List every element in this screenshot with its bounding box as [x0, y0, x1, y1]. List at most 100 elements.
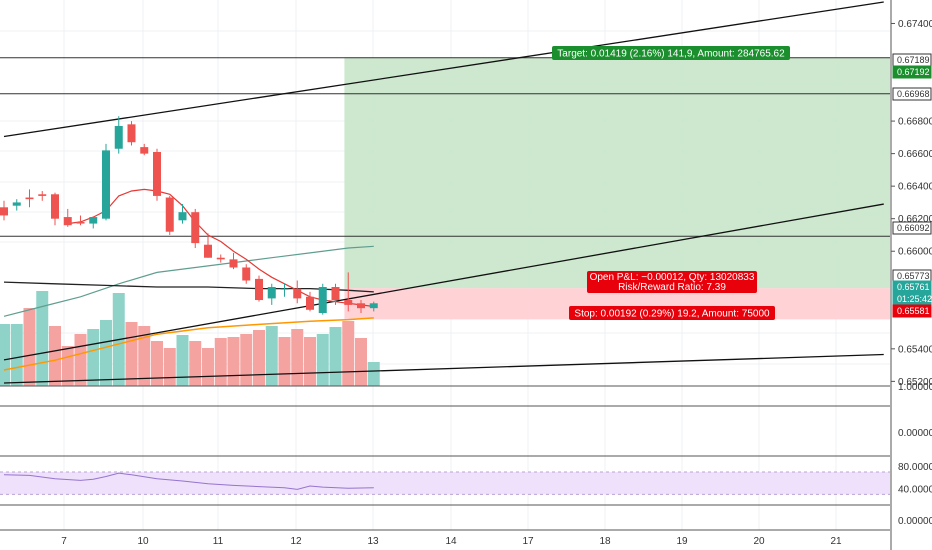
time-axis[interactable]: 7 10 11 12 13 14 17 18 19 20 21	[61, 536, 842, 547]
price-tick-label: 0.67400	[898, 19, 932, 30]
price-tick-label: 0.66400	[898, 182, 932, 193]
candle[interactable]	[127, 121, 136, 146]
price-tag-text: 01:25:42	[897, 294, 932, 304]
candle[interactable]	[114, 116, 123, 154]
candle[interactable]	[357, 300, 365, 314]
time-tick-label: 10	[137, 536, 149, 547]
time-tick-label: 19	[676, 536, 688, 547]
volume-bar	[151, 341, 163, 386]
candle[interactable]	[204, 233, 212, 258]
price-tag-box	[892, 65, 932, 79]
candle[interactable]	[369, 301, 378, 312]
candle[interactable]	[0, 200, 8, 221]
price-tag-box	[892, 87, 932, 101]
candle-body	[229, 259, 238, 268]
rsi-tick-label: 40.0000	[898, 484, 932, 495]
price-tag: 0.66092	[892, 221, 932, 235]
candle[interactable]	[38, 191, 47, 201]
volume-bar	[125, 322, 138, 386]
price-tag-box	[892, 221, 932, 235]
volume-bar	[342, 321, 355, 386]
candle[interactable]	[191, 208, 200, 248]
price-tag-box	[892, 304, 932, 318]
candle[interactable]	[344, 272, 353, 312]
candle[interactable]	[25, 189, 34, 208]
open-pnl-text: Open P&L: −0.00012, Qty: 13020833	[590, 272, 755, 283]
indicator-tick-label: 1.00000	[898, 382, 932, 393]
target-zone[interactable]	[344, 57, 890, 289]
volume-bar	[163, 348, 176, 386]
price-tag-text: 0.66092	[897, 223, 930, 233]
candle-body	[204, 244, 212, 258]
candle[interactable]	[306, 291, 314, 312]
candle[interactable]	[318, 283, 327, 315]
candle-body	[12, 202, 21, 206]
volume-bar	[214, 338, 227, 386]
price-tag: 0.65761	[892, 280, 932, 294]
ma-orange-line	[3, 317, 374, 371]
trend-line[interactable]	[3, 203, 884, 361]
price-tick-label: 0.65400	[898, 344, 932, 355]
volume-bar	[189, 341, 202, 386]
price-tag: 0.65773	[892, 269, 932, 283]
volume-bar	[316, 334, 329, 386]
target-label-text: Target: 0.01419 (2.16%) 141,9, Amount: 2…	[557, 49, 785, 60]
price-tag: 0.67192	[892, 65, 932, 79]
candle[interactable]	[216, 254, 225, 263]
candle[interactable]	[229, 252, 238, 270]
candle-body	[165, 197, 174, 232]
candle-body	[331, 287, 340, 301]
candle-body	[369, 303, 378, 309]
candle-body	[140, 147, 149, 154]
open-pnl-label[interactable]: Open P&L: −0.00012, Qty: 13020833Risk/Re…	[587, 271, 757, 293]
stop-label[interactable]: Stop: 0.00192 (0.29%) 19.2, Amount: 7500…	[569, 306, 775, 320]
candle[interactable]	[242, 264, 251, 284]
price-tick-label: 0.65200	[898, 377, 932, 388]
candle[interactable]	[280, 283, 289, 297]
candle[interactable]	[293, 280, 302, 304]
candle[interactable]	[165, 195, 174, 235]
time-tick-label: 20	[753, 536, 765, 547]
price-tag-text: 0.67192	[897, 67, 930, 77]
target-label[interactable]: Target: 0.01419 (2.16%) 141,9, Amount: 2…	[552, 46, 790, 60]
stop-label-box	[569, 306, 775, 320]
candle[interactable]	[51, 192, 59, 226]
candle-body	[318, 287, 327, 314]
time-tick-label: 21	[830, 536, 842, 547]
candle-body	[51, 194, 59, 219]
candle[interactable]	[331, 283, 340, 305]
price-axis[interactable]: 0.674000.668000.666000.664000.662000.660…	[891, 19, 932, 527]
ma-teal-line	[3, 245, 374, 317]
price-tag-text: 0.65761	[897, 282, 930, 292]
price-tag: 0.67189	[892, 53, 932, 67]
volume-bar	[291, 329, 304, 386]
candle-body	[255, 278, 263, 301]
candle[interactable]	[89, 217, 98, 229]
time-tick-label: 12	[290, 536, 302, 547]
candle[interactable]	[255, 275, 263, 302]
candle[interactable]	[12, 199, 21, 211]
volume-bar	[329, 327, 342, 386]
candle[interactable]	[140, 143, 149, 156]
price-tag: 01:25:42	[892, 292, 932, 306]
candle[interactable]	[63, 208, 72, 227]
candle[interactable]	[178, 204, 187, 224]
price-tick-label: 0.66600	[898, 149, 932, 160]
trend-line[interactable]	[3, 1, 884, 138]
price-tag-text: 0.67189	[897, 55, 930, 65]
candle[interactable]	[76, 215, 85, 226]
candle[interactable]	[153, 148, 161, 201]
price-tag-text: 0.65581	[897, 306, 930, 316]
candle-body	[242, 267, 251, 281]
trend-line[interactable]	[3, 353, 884, 384]
candle[interactable]	[267, 283, 276, 305]
candle-body	[153, 151, 161, 196]
risk-reward-text: Risk/Reward Ratio: 7.39	[618, 282, 726, 293]
open-pnl-box	[587, 271, 757, 293]
volume-bar	[10, 324, 23, 386]
price-tick-label: 0.66200	[898, 214, 932, 225]
volume-bar	[0, 324, 10, 386]
candle[interactable]	[102, 143, 110, 221]
volume-bar	[240, 334, 253, 386]
